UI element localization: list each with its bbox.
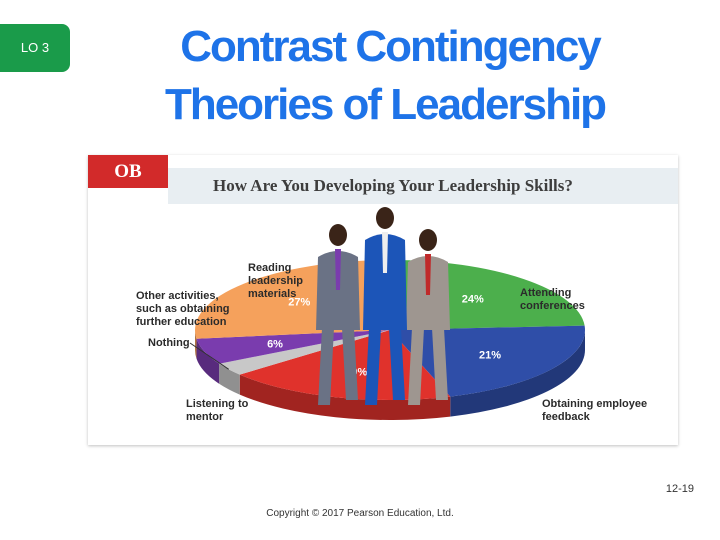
lo-tab: LO 3	[0, 24, 70, 72]
label-other-activities: Other activities, such as obtaining furt…	[136, 290, 230, 328]
pie-slice-4	[196, 330, 390, 364]
label-attending: Attending conferences	[520, 287, 585, 312]
label-feedback: Obtaining employee feedback	[542, 398, 648, 423]
businessperson-figure	[316, 224, 360, 405]
pie-value-label-5: 27%	[288, 296, 310, 308]
label-reading: Reading leadership materials	[248, 262, 304, 300]
pie-value-label-1: 21%	[479, 349, 501, 361]
businessperson-figure	[363, 207, 407, 405]
pie-side-5	[195, 330, 197, 359]
pie-value-label-4: 6%	[267, 338, 283, 350]
label-mentor: Listening to mentor	[186, 398, 249, 423]
pie-value-label-0: 24%	[462, 293, 484, 305]
pie-side-1	[450, 330, 585, 417]
slide-number: 12-19	[665, 483, 694, 495]
slide-title-line-2: Theories of Leadership	[164, 80, 607, 129]
copyright: Copyright © 2017 Pearson Education, Ltd.	[266, 508, 454, 519]
nothing-leader-line	[189, 342, 230, 370]
poll-title: How Are You Developing Your Leadership S…	[168, 168, 678, 204]
pie-side-4	[196, 338, 220, 384]
pie-side-3	[219, 363, 240, 395]
slide-title-line-1: Contrast Contingency	[180, 22, 602, 71]
ob-poll-badge: OB POLL	[88, 155, 168, 215]
label-nothing: Nothing	[148, 337, 190, 349]
businessperson-figure	[406, 229, 450, 405]
pie-side-2	[239, 374, 451, 420]
